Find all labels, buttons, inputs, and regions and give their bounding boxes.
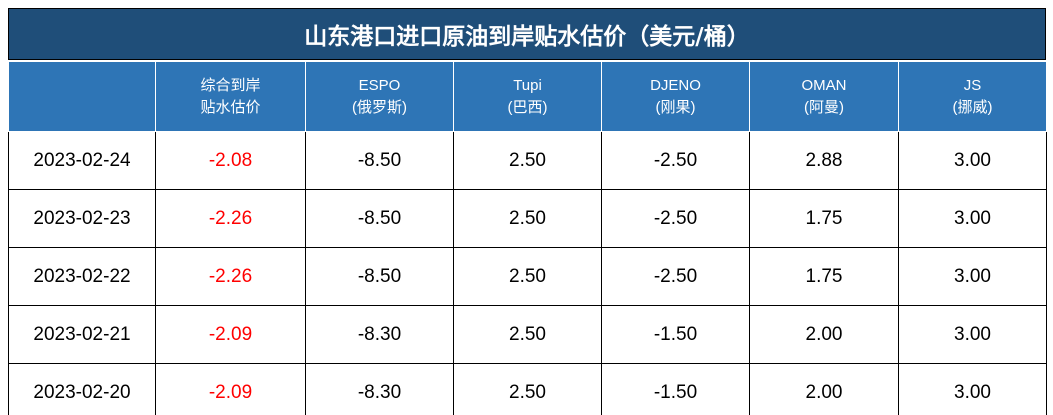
value-cell: 3.00	[898, 189, 1047, 248]
header-line: ESPO	[358, 76, 401, 94]
table-row: 2023-02-21 -2.09 -8.30 2.50 -1.50 2.00 3.00	[8, 305, 1047, 364]
header-line: 综合到岸	[200, 76, 261, 94]
value-cell: -2.09	[155, 363, 306, 415]
header-cell: DJENO (刚果)	[601, 61, 750, 132]
value-cell: -2.26	[155, 247, 306, 306]
value-cell: -2.50	[601, 189, 750, 248]
value-cell: 2.50	[453, 247, 602, 306]
value-cell: 2.50	[453, 131, 602, 190]
price-table: 综合到岸贴水估价 ESPO (俄罗斯) Tupi (巴西) DJENO (刚果) OMAN (阿…	[8, 61, 1047, 415]
date-cell: 2023-02-20	[8, 363, 156, 415]
value-cell: 3.00	[898, 247, 1047, 306]
header-cell: ESPO (俄罗斯)	[305, 61, 454, 132]
table-row: 2023-02-24 -2.08 -8.50 2.50 -2.50 2.88 3.00	[8, 131, 1047, 190]
date-cell: 2023-02-23	[8, 189, 156, 248]
value-cell: 3.00	[898, 131, 1047, 190]
header-line: DJENO	[650, 76, 701, 94]
value-cell: -8.50	[305, 131, 454, 190]
value-cell: 2.50	[453, 363, 602, 415]
value-cell: -2.08	[155, 131, 306, 190]
value-cell: 3.00	[898, 363, 1047, 415]
header-line: (阿曼)	[804, 98, 844, 116]
table-body: 2023-02-24 -2.08 -8.50 2.50 -2.50 2.88 3.00 202…	[8, 131, 1047, 415]
value-cell: -8.30	[305, 363, 454, 415]
value-cell: -8.30	[305, 305, 454, 364]
header-line: 贴水估价	[200, 98, 261, 116]
header-cell: 综合到岸 贴水估价	[155, 61, 306, 132]
value-cell: 1.75	[749, 247, 899, 306]
value-cell: -2.50	[601, 247, 750, 306]
header-cell: OMAN (阿曼)	[749, 61, 899, 132]
table-row: 2023-02-22 -2.26 -8.50 2.50 -2.50 1.75 3.00	[8, 247, 1047, 306]
value-cell: -2.26	[155, 189, 306, 248]
header-cell: Tupi (巴西)	[453, 61, 602, 132]
date-cell: 2023-02-21	[8, 305, 156, 364]
value-cell: 1.75	[749, 189, 899, 248]
date-cell: 2023-02-22	[8, 247, 156, 306]
table-title: 山东港口进口原油到岸贴水估价（美元/桶）	[8, 8, 1046, 60]
header-line: (巴西)	[507, 98, 548, 116]
value-cell: -8.50	[305, 247, 454, 306]
table-row: 2023-02-20 -2.09 -8.30 2.50 -1.50 2.00 3.00	[8, 363, 1047, 415]
header-line: OMAN	[801, 76, 847, 94]
header-line: (俄罗斯)	[352, 98, 407, 116]
header-row: 综合到岸贴水估价 ESPO (俄罗斯) Tupi (巴西) DJENO (刚果) OMAN (阿…	[8, 61, 1047, 132]
value-cell: 2.00	[749, 363, 899, 415]
header-line: JS	[963, 76, 982, 94]
value-cell: 2.88	[749, 131, 899, 190]
header-cell: JS (挪威)	[898, 61, 1047, 132]
header-line: Tupi	[513, 76, 542, 94]
value-cell: -2.50	[601, 131, 750, 190]
table-row: 2023-02-23 -2.26 -8.50 2.50 -2.50 1.75 3.00	[8, 189, 1047, 248]
header-line: (挪威)	[952, 98, 993, 116]
value-cell: 2.00	[749, 305, 899, 364]
header-line: (刚果)	[655, 98, 696, 116]
header-cell	[8, 61, 156, 132]
value-cell: 2.50	[453, 189, 602, 248]
date-cell: 2023-02-24	[8, 131, 156, 190]
value-cell: 3.00	[898, 305, 1047, 364]
value-cell: 2.50	[453, 305, 602, 364]
value-cell: -1.50	[601, 305, 750, 364]
value-cell: -2.09	[155, 305, 306, 364]
value-cell: -8.50	[305, 189, 454, 248]
value-cell: -1.50	[601, 363, 750, 415]
